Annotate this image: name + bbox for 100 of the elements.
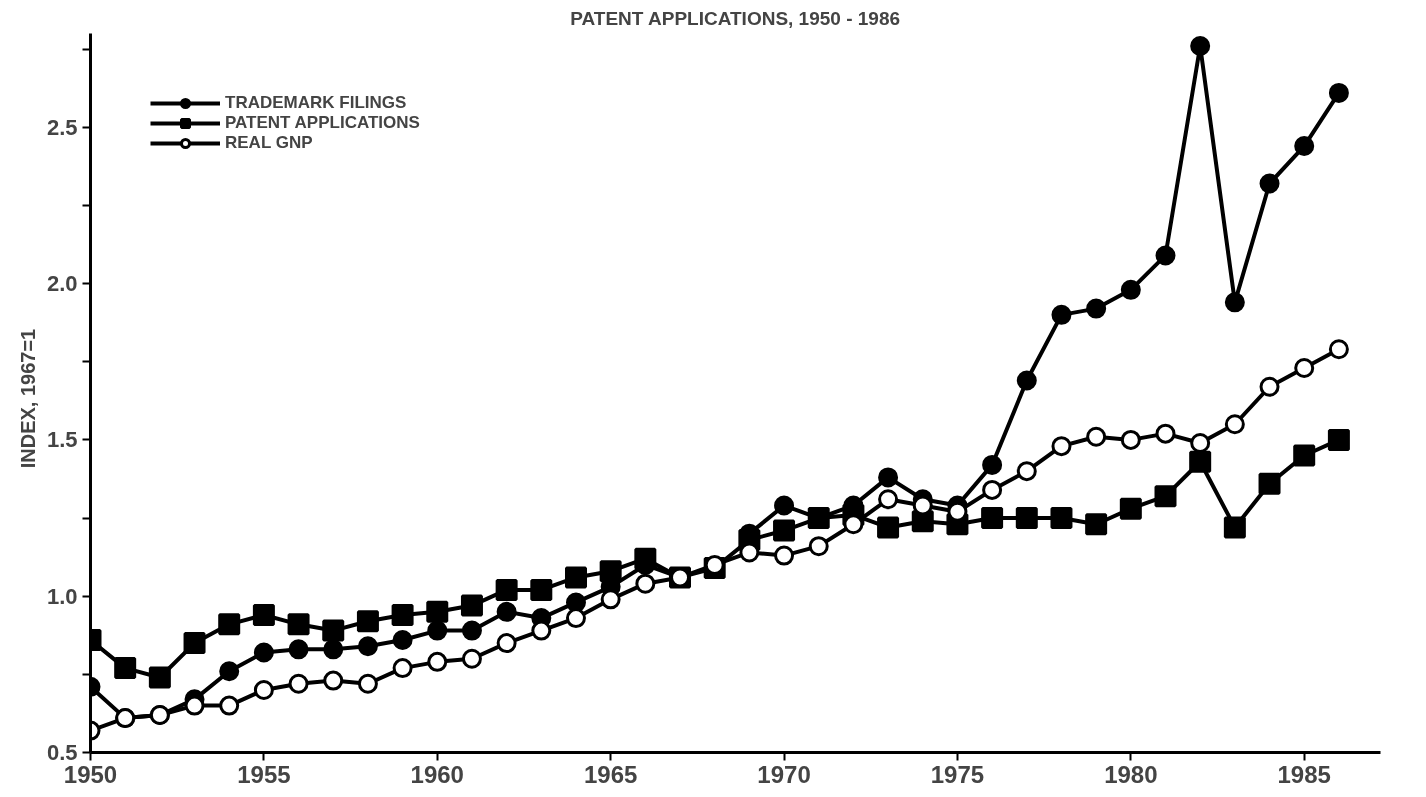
point xyxy=(357,636,378,657)
point xyxy=(1259,173,1280,194)
point xyxy=(1294,136,1315,157)
x-tick-label: 1985 xyxy=(1277,760,1331,788)
point xyxy=(774,545,795,566)
point xyxy=(287,613,310,636)
point xyxy=(392,629,413,650)
point xyxy=(878,489,899,510)
point xyxy=(1223,516,1246,539)
point xyxy=(565,608,586,629)
point xyxy=(1050,507,1073,530)
point xyxy=(1016,370,1037,391)
point xyxy=(1015,507,1038,530)
point xyxy=(218,613,241,636)
point xyxy=(1051,436,1072,457)
point xyxy=(1224,414,1245,435)
point xyxy=(1085,513,1108,536)
point xyxy=(878,467,899,488)
point xyxy=(1189,450,1212,473)
point xyxy=(148,666,171,689)
point xyxy=(1294,358,1315,378)
point xyxy=(1258,472,1281,495)
point xyxy=(1224,292,1245,313)
point xyxy=(323,639,344,660)
point xyxy=(1327,428,1350,451)
point xyxy=(219,661,240,682)
point xyxy=(599,560,622,583)
point xyxy=(323,670,344,691)
chart-title: PATENT APPLICATIONS, 1950 - 1986 xyxy=(570,7,901,29)
point xyxy=(356,610,379,633)
x-tick-label: 1955 xyxy=(237,760,291,788)
point xyxy=(1120,279,1141,300)
point xyxy=(461,620,482,641)
point xyxy=(912,495,933,516)
point xyxy=(427,620,448,641)
point xyxy=(1293,444,1316,467)
point xyxy=(530,578,553,601)
x-tick-label: 1965 xyxy=(583,760,638,788)
point xyxy=(184,695,205,716)
point xyxy=(391,603,414,626)
point xyxy=(288,673,309,694)
point xyxy=(1016,461,1037,482)
point xyxy=(1155,423,1176,444)
point xyxy=(1119,497,1142,520)
y-tick-label: 1.0 xyxy=(46,583,78,609)
point xyxy=(635,573,656,594)
point xyxy=(1190,433,1211,453)
point xyxy=(288,639,309,660)
point xyxy=(183,632,206,655)
point xyxy=(426,600,449,623)
point xyxy=(495,578,518,601)
point xyxy=(982,479,1003,500)
point xyxy=(1328,339,1349,360)
point xyxy=(564,566,587,589)
point xyxy=(1086,426,1107,447)
point xyxy=(808,536,829,557)
point xyxy=(461,648,482,669)
point xyxy=(843,514,864,535)
point xyxy=(496,633,517,654)
y-tick-label: 1.5 xyxy=(46,427,78,453)
x-tick-label: 1980 xyxy=(1104,760,1158,788)
y-axis-title: INDEX, 1967=1 xyxy=(16,328,39,469)
point xyxy=(773,519,796,542)
point xyxy=(1086,298,1107,319)
point xyxy=(982,454,1003,475)
point xyxy=(877,516,900,539)
x-tick-label: 1960 xyxy=(410,760,464,788)
legend-label: REAL GNP xyxy=(225,133,313,153)
legend-label: PATENT APPLICATIONS xyxy=(225,113,420,133)
point xyxy=(253,680,274,700)
point xyxy=(634,547,657,570)
point xyxy=(531,620,552,641)
point xyxy=(1120,429,1141,450)
point xyxy=(981,507,1004,530)
point xyxy=(1259,376,1280,397)
y-tick-label: 2.0 xyxy=(46,271,78,297)
y-tick-label: 2.5 xyxy=(46,114,78,140)
point xyxy=(357,673,378,694)
point xyxy=(947,501,968,522)
x-tick-label: 1975 xyxy=(930,760,985,788)
point xyxy=(1154,485,1177,508)
point xyxy=(1155,245,1176,266)
point xyxy=(1190,36,1211,56)
point xyxy=(114,657,137,680)
point xyxy=(252,603,275,626)
point xyxy=(496,601,517,622)
point xyxy=(392,658,413,679)
point xyxy=(774,495,795,516)
point xyxy=(600,589,621,610)
point xyxy=(253,642,274,663)
point xyxy=(1328,82,1349,103)
point xyxy=(219,695,240,716)
point xyxy=(739,542,760,563)
point xyxy=(460,594,483,617)
point xyxy=(322,619,345,642)
point xyxy=(427,651,448,672)
point xyxy=(1051,304,1072,325)
point xyxy=(704,554,725,575)
legend-label: TRADEMARK FILINGS xyxy=(225,93,407,113)
x-tick-label: 1970 xyxy=(757,760,811,788)
